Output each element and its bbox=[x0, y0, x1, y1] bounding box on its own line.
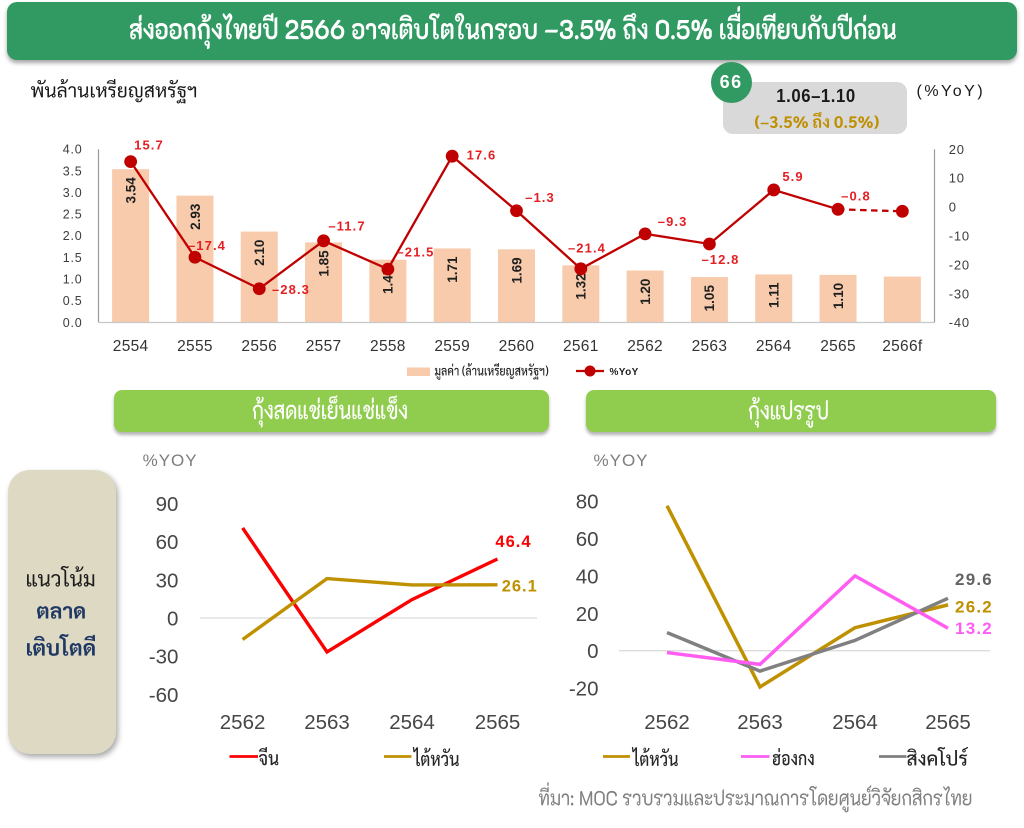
svg-text:0.0: 0.0 bbox=[63, 316, 83, 330]
svg-text:1.69: 1.69 bbox=[509, 257, 524, 283]
svg-text:-10: -10 bbox=[949, 228, 970, 243]
svg-text:%YOY: %YOY bbox=[594, 451, 649, 470]
svg-text:0.5: 0.5 bbox=[63, 294, 83, 308]
svg-text:1.10: 1.10 bbox=[831, 283, 846, 309]
svg-text:1.11: 1.11 bbox=[767, 282, 782, 308]
svg-text:–17.4: –17.4 bbox=[188, 238, 226, 253]
svg-text:2558: 2558 bbox=[370, 338, 406, 355]
svg-text:60: 60 bbox=[576, 528, 599, 551]
svg-text:-20: -20 bbox=[949, 257, 970, 272]
svg-text:–0.8: –0.8 bbox=[841, 189, 871, 204]
svg-text:1.5: 1.5 bbox=[63, 251, 83, 265]
svg-text:46.4: 46.4 bbox=[495, 533, 531, 551]
svg-text:2557: 2557 bbox=[306, 338, 342, 355]
svg-text:–21.5: –21.5 bbox=[396, 245, 434, 260]
svg-text:2562: 2562 bbox=[220, 711, 266, 734]
svg-text:2564: 2564 bbox=[832, 711, 878, 734]
svg-text:60: 60 bbox=[156, 531, 179, 554]
svg-text:4.0: 4.0 bbox=[63, 143, 83, 157]
svg-text:–1.3: –1.3 bbox=[525, 190, 555, 205]
svg-text:-20: -20 bbox=[569, 678, 599, 701]
svg-text:2563: 2563 bbox=[692, 338, 728, 355]
svg-text:2564: 2564 bbox=[756, 338, 792, 355]
svg-text:–12.8: –12.8 bbox=[701, 252, 739, 267]
svg-text:-40: -40 bbox=[949, 315, 970, 330]
svg-text:2556: 2556 bbox=[241, 338, 277, 355]
svg-text:29.6: 29.6 bbox=[955, 570, 993, 589]
svg-text:26.1: 26.1 bbox=[502, 578, 538, 596]
svg-text:90: 90 bbox=[156, 493, 179, 516]
svg-text:2559: 2559 bbox=[434, 338, 470, 355]
svg-text:–21.4: –21.4 bbox=[568, 241, 606, 256]
svg-text:80: 80 bbox=[576, 491, 599, 514]
svg-text:1.0: 1.0 bbox=[63, 273, 83, 287]
svg-text:%YOY: %YOY bbox=[143, 451, 198, 470]
svg-text:2.0: 2.0 bbox=[63, 229, 83, 243]
svg-text:2566f: 2566f bbox=[882, 338, 923, 355]
svg-text:3.5: 3.5 bbox=[63, 164, 83, 178]
svg-text:30: 30 bbox=[156, 569, 179, 592]
svg-text:2563: 2563 bbox=[737, 711, 783, 734]
svg-text:2561: 2561 bbox=[563, 338, 599, 355]
svg-text:3.0: 3.0 bbox=[63, 186, 83, 200]
svg-text:0: 0 bbox=[587, 640, 598, 663]
svg-text:2565: 2565 bbox=[820, 338, 856, 355]
svg-text:2564: 2564 bbox=[389, 711, 435, 734]
svg-text:1.20: 1.20 bbox=[638, 279, 653, 305]
svg-text:5.9: 5.9 bbox=[782, 169, 803, 184]
svg-text:1.05: 1.05 bbox=[702, 285, 717, 312]
svg-text:20: 20 bbox=[949, 142, 965, 157]
svg-text:1.71: 1.71 bbox=[445, 256, 460, 283]
svg-text:2.5: 2.5 bbox=[63, 208, 83, 222]
svg-text:-30: -30 bbox=[149, 646, 179, 669]
svg-text:–11.7: –11.7 bbox=[328, 219, 365, 234]
svg-text:2554: 2554 bbox=[113, 338, 149, 355]
svg-text:2562: 2562 bbox=[644, 711, 690, 734]
svg-text:-60: -60 bbox=[149, 684, 179, 707]
svg-text:2.93: 2.93 bbox=[188, 203, 203, 230]
svg-text:2563: 2563 bbox=[304, 711, 350, 734]
svg-text:40: 40 bbox=[576, 565, 599, 588]
svg-text:-30: -30 bbox=[949, 286, 970, 301]
svg-text:2560: 2560 bbox=[499, 338, 535, 355]
svg-text:2562: 2562 bbox=[627, 338, 663, 355]
svg-text:%YoY: %YoY bbox=[610, 367, 639, 378]
svg-text:–28.3: –28.3 bbox=[272, 282, 310, 297]
svg-text:17.6: 17.6 bbox=[467, 147, 497, 162]
svg-text:0: 0 bbox=[167, 608, 178, 631]
svg-text:2565: 2565 bbox=[475, 711, 521, 734]
svg-text:15.7: 15.7 bbox=[134, 138, 164, 153]
svg-text:2.10: 2.10 bbox=[252, 240, 267, 266]
svg-text:2555: 2555 bbox=[177, 338, 213, 355]
svg-text:1.85: 1.85 bbox=[316, 250, 331, 277]
svg-text:3.54: 3.54 bbox=[123, 177, 138, 204]
svg-text:26.2: 26.2 bbox=[955, 598, 993, 617]
svg-text:–9.3: –9.3 bbox=[658, 214, 688, 229]
svg-text:20: 20 bbox=[576, 603, 599, 626]
svg-text:13.2: 13.2 bbox=[955, 619, 993, 638]
svg-text:0: 0 bbox=[949, 200, 957, 215]
svg-text:1.32: 1.32 bbox=[574, 273, 589, 299]
svg-text:10: 10 bbox=[949, 171, 965, 186]
svg-text:2565: 2565 bbox=[925, 711, 971, 734]
